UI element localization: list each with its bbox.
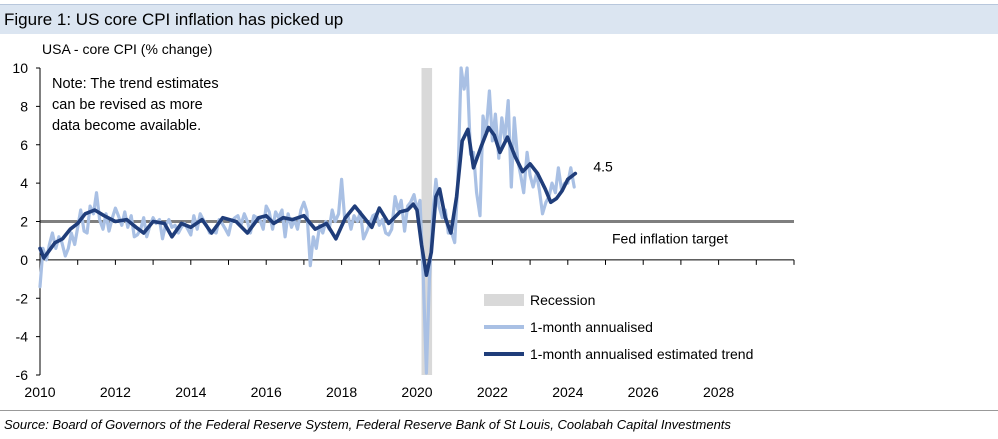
y-tick-label: 2	[20, 214, 28, 230]
y-tick-label: 4	[20, 175, 28, 191]
legend-label-recession: Recession	[530, 292, 595, 308]
y-axis-label: USA - core CPI (% change)	[42, 41, 212, 57]
source-note: Source: Board of Governors of the Federa…	[4, 417, 731, 432]
x-tick-label: 2020	[401, 384, 432, 400]
y-tick-label: 10	[12, 60, 28, 76]
x-tick-label: 2018	[326, 384, 357, 400]
y-tick-label: 8	[20, 98, 28, 114]
figure-title: Figure 1: US core CPI inflation has pick…	[4, 10, 344, 29]
y-tick-label: -2	[16, 290, 29, 306]
y-tick-label: 6	[20, 137, 28, 153]
x-tick-label: 2024	[552, 384, 583, 400]
x-tick-label: 2014	[175, 384, 206, 400]
y-tick-label: -6	[16, 367, 29, 383]
y-tick-label: 0	[20, 252, 28, 268]
legend-swatch-recession	[484, 294, 524, 306]
x-tick-label: 2016	[251, 384, 282, 400]
end-value-label: 4.5	[593, 159, 613, 175]
x-tick-label: 2012	[100, 384, 131, 400]
note-line: data become available.	[52, 118, 201, 134]
x-tick-label: 2026	[628, 384, 659, 400]
x-tick-label: 2010	[24, 384, 55, 400]
legend: Recession 1-month annualised 1-month annua…	[484, 292, 753, 362]
figure-title-bar: Figure 1: US core CPI inflation has pick…	[0, 4, 998, 34]
chart-text-layer: Fed inflation target USA - core CPI (% ch…	[42, 41, 728, 247]
x-tick-label: 2028	[703, 384, 734, 400]
legend-label-trend: 1-month annualised estimated trend	[530, 346, 753, 362]
series-layer	[38, 66, 578, 375]
legend-label-monthly: 1-month annualised	[530, 319, 653, 335]
series-estimated-trend	[38, 125, 578, 277]
source-divider: Source: Board of Governors of the Federa…	[0, 410, 998, 432]
y-tick-label: -4	[16, 329, 29, 345]
note-line: can be revised as more	[52, 97, 203, 113]
fed-target-label: Fed inflation target	[612, 231, 728, 247]
note-line: Note: The trend estimates	[52, 76, 219, 92]
x-tick-label: 2022	[477, 384, 508, 400]
